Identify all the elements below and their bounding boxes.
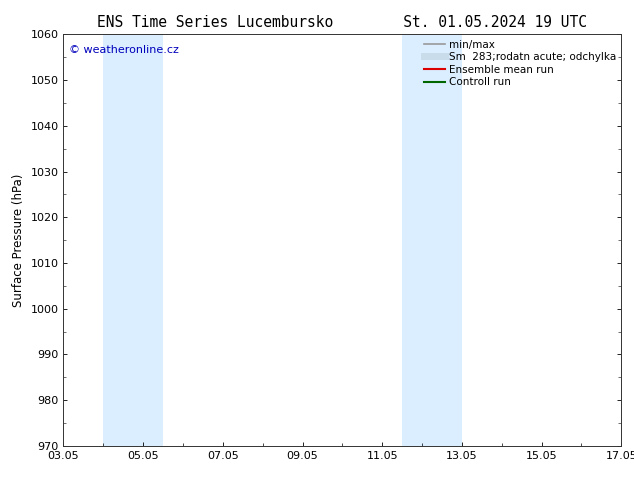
Y-axis label: Surface Pressure (hPa): Surface Pressure (hPa) (12, 173, 25, 307)
Text: © weatheronline.cz: © weatheronline.cz (69, 45, 179, 54)
Bar (103, 34, 163, 446)
Title: ENS Time Series Lucembursko        St. 01.05.2024 19 UTC: ENS Time Series Lucembursko St. 01.05.20… (98, 15, 587, 30)
Bar (402, 34, 462, 446)
Legend: min/max, Sm  283;rodatn acute; odchylka, Ensemble mean run, Controll run: min/max, Sm 283;rodatn acute; odchylka, … (422, 37, 618, 89)
